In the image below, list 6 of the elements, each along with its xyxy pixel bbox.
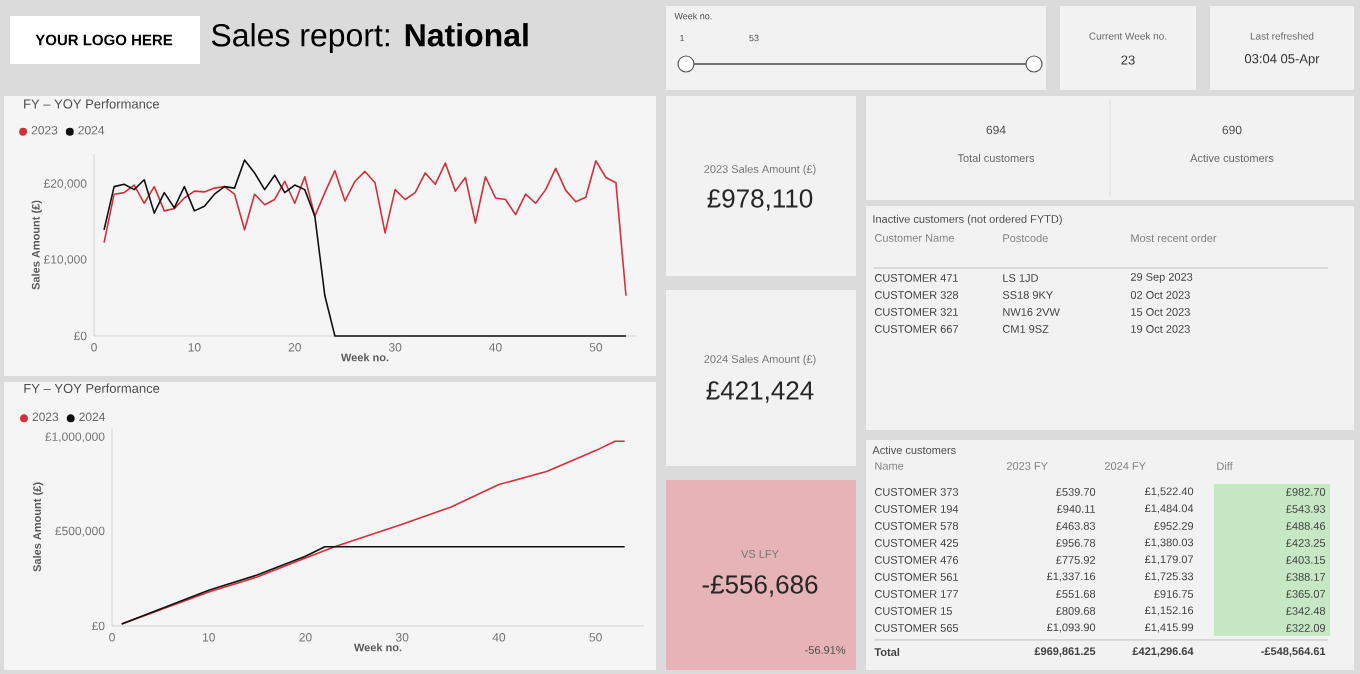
text: £978,110 bbox=[707, 189, 813, 211]
text: -£556,686 bbox=[702, 575, 818, 597]
text: £421,424 bbox=[706, 381, 814, 403]
text: Sales report: National bbox=[211, 23, 528, 53]
line-series bbox=[103, 160, 627, 297]
line-series bbox=[120, 440, 626, 625]
